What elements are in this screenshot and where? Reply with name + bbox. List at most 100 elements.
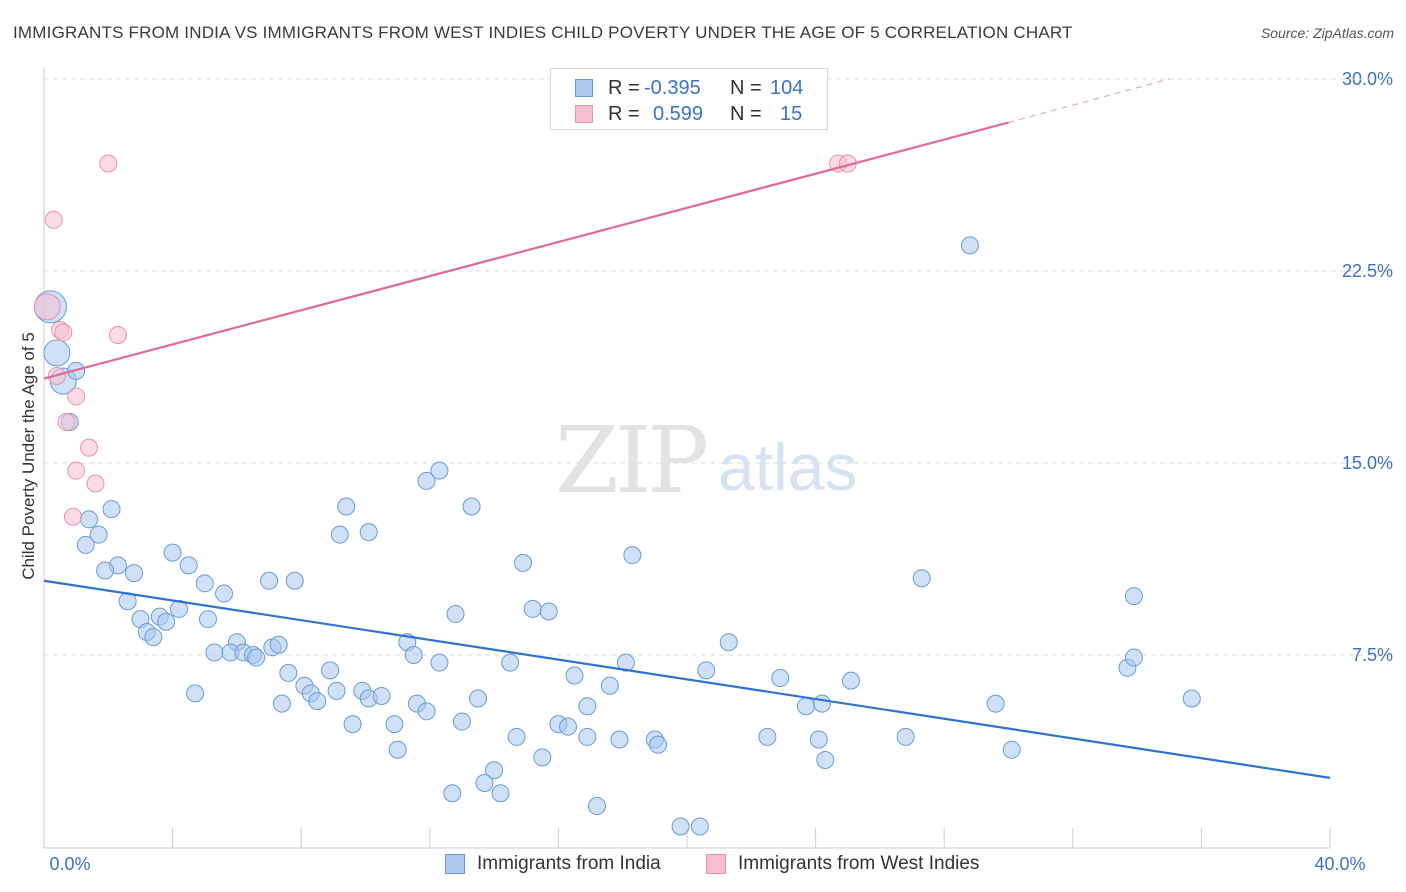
y-tick-label: 22.5%	[1342, 261, 1393, 281]
trend-line-india	[43, 579, 1331, 779]
x-tick-label: 40.0%	[1314, 854, 1365, 874]
point-india	[372, 686, 391, 705]
point-india	[195, 574, 214, 593]
point-india	[89, 525, 108, 544]
point-india	[1002, 740, 1021, 759]
point-india	[565, 666, 584, 685]
point-west-indies	[33, 293, 61, 321]
point-india	[809, 730, 828, 749]
y-tick-label: 7.5%	[1352, 645, 1393, 665]
trend-line-west-indies	[43, 121, 1009, 380]
point-india	[610, 730, 629, 749]
bottom-legend-label-west-indies: Immigrants from West Indies	[738, 853, 980, 874]
point-india	[671, 817, 690, 836]
point-india	[330, 525, 349, 544]
point-india	[690, 817, 709, 836]
point-india	[337, 497, 356, 516]
point-india	[417, 471, 436, 490]
watermark-atlas: atlas	[718, 430, 857, 504]
legend-n-label: N =	[730, 103, 762, 125]
point-india	[272, 694, 291, 713]
point-india	[163, 543, 182, 562]
point-west-indies	[63, 507, 82, 526]
point-india	[469, 689, 488, 708]
bottom-legend-swatch-west-indies	[706, 854, 726, 874]
point-india	[533, 748, 552, 767]
point-india	[841, 671, 860, 690]
x-tick-label: 0.0%	[49, 854, 90, 874]
point-west-indies	[108, 326, 127, 344]
point-india	[76, 535, 95, 554]
legend-n-value: 15	[780, 103, 803, 125]
point-india	[1182, 689, 1201, 708]
point-west-indies	[99, 154, 118, 173]
point-india	[452, 712, 471, 731]
point-india	[813, 694, 832, 713]
legend-n-value: 104	[770, 77, 804, 99]
watermark-zip: ZIP	[555, 407, 706, 514]
correlation-legend: R = -0.395 N = 104 R = 0.599 N = 15	[550, 68, 828, 130]
point-west-indies	[54, 323, 73, 342]
point-india	[649, 735, 668, 754]
point-india	[523, 599, 542, 618]
point-india	[1124, 648, 1143, 667]
point-west-indies	[44, 210, 63, 229]
point-west-indies	[67, 461, 86, 480]
point-india	[186, 684, 205, 703]
point-india	[587, 797, 606, 816]
point-india	[404, 646, 423, 664]
point-india	[260, 571, 279, 590]
point-india	[491, 784, 510, 803]
point-india	[102, 500, 121, 519]
point-india	[417, 702, 436, 721]
point-india	[308, 692, 327, 711]
point-west-indies	[67, 387, 86, 406]
point-india	[446, 605, 465, 624]
point-india	[816, 750, 835, 769]
point-india	[600, 676, 619, 695]
point-india	[430, 653, 449, 672]
point-india	[539, 602, 558, 621]
bottom-legend-swatch-india	[445, 854, 465, 874]
point-india	[986, 694, 1005, 713]
point-india	[388, 740, 407, 759]
point-india	[475, 774, 494, 792]
point-west-indies	[80, 438, 99, 457]
point-india	[179, 556, 198, 575]
point-india	[443, 784, 462, 803]
point-west-indies	[57, 413, 76, 432]
point-india	[514, 553, 533, 572]
y-tick-label: 15.0%	[1342, 453, 1393, 473]
point-india	[198, 610, 217, 629]
point-india	[359, 523, 378, 542]
trend-line-extension-west-indies	[1008, 78, 1170, 124]
point-india	[623, 546, 642, 565]
legend-r-value: 0.599	[653, 103, 704, 125]
point-india	[719, 633, 738, 652]
point-india	[507, 727, 526, 746]
legend-r-label: R =	[608, 77, 640, 99]
point-india	[43, 339, 71, 367]
point-india	[616, 653, 635, 672]
point-india	[578, 697, 597, 716]
point-india	[758, 727, 777, 746]
bottom-legend-label-india: Immigrants from India	[477, 853, 661, 874]
point-india	[279, 663, 298, 682]
point-india	[327, 681, 346, 700]
point-india	[144, 628, 163, 647]
point-india	[697, 661, 716, 680]
point-india	[205, 643, 224, 662]
point-india	[321, 661, 340, 680]
point-india	[960, 236, 979, 255]
point-india	[462, 497, 481, 516]
point-india	[125, 564, 144, 583]
chart-title: IMMIGRANTS FROM INDIA VS IMMIGRANTS FROM…	[13, 23, 1073, 42]
point-india	[157, 612, 176, 631]
point-india	[385, 715, 404, 734]
point-india	[285, 571, 304, 590]
point-india	[912, 569, 931, 588]
legend-swatch-india	[575, 79, 593, 97]
point-india	[247, 648, 266, 667]
point-india	[96, 561, 115, 580]
